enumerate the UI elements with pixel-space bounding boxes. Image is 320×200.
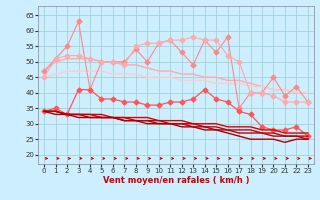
X-axis label: Vent moyen/en rafales ( km/h ): Vent moyen/en rafales ( km/h )	[103, 176, 249, 185]
